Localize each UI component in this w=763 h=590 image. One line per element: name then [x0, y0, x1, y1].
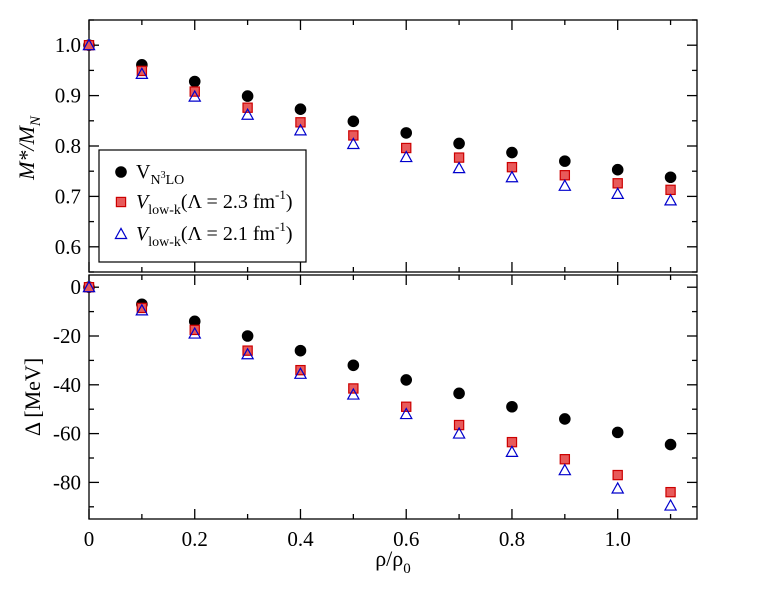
bottom-y-tick-label: -20 [53, 324, 81, 348]
top-y-tick-label: 0.9 [55, 84, 81, 108]
legend-square-marker [115, 196, 127, 208]
legend-circle-marker [115, 166, 127, 178]
top-y-tick-label: 0.7 [55, 184, 81, 208]
bottom-square-point [295, 364, 306, 376]
bottom-circle-point [506, 400, 518, 413]
bottom-circle-point [664, 438, 677, 451]
legend-label: Vlow-k(Λ = 2.1 fm-1) [136, 219, 293, 250]
top-triangle-point [82, 38, 96, 51]
top-circle-point [347, 115, 360, 128]
bottom-y-tick-label: -60 [53, 422, 81, 446]
top-circle-point [400, 127, 413, 139]
bottom-triangle-point [505, 445, 519, 457]
top-triangle-point [240, 107, 255, 120]
top-triangle-point [399, 150, 413, 163]
bottom-square-point [665, 486, 676, 498]
top-circle-point [241, 90, 254, 102]
top-square-point [665, 184, 676, 196]
top-triangle-point [188, 89, 202, 102]
top-triangle-point [558, 178, 572, 191]
bottom-square-point [612, 469, 623, 481]
legend-label: VN3LO [136, 161, 184, 188]
bottom-triangle-point [188, 326, 202, 339]
x-tick-label: 0.6 [393, 527, 419, 551]
bottom-square-point [136, 302, 148, 314]
top-triangle-point [505, 170, 519, 183]
bottom-circle-point [400, 374, 413, 386]
top-square-point [136, 65, 148, 77]
legend-triangle-marker [114, 227, 128, 240]
bottom-triangle-point [293, 366, 308, 379]
x-axis-title: ρ/ρ0 [375, 546, 411, 577]
top-y-tick-label: 0.6 [55, 235, 81, 259]
top-triangle-point [135, 67, 149, 80]
top-triangle-point [346, 137, 360, 150]
top-triangle-point [293, 123, 308, 136]
bottom-square-point [453, 419, 465, 431]
bottom-circle-point [611, 426, 624, 439]
top-y-axis-title: M*/MN [14, 115, 44, 181]
bottom-plot-frame [88, 274, 698, 520]
bottom-panel: 0 0.2 0.4 0.6 0.8 1.0 0 -20 -40 -60 -80 [53, 274, 698, 551]
top-circle-point [294, 103, 307, 116]
x-tick-label: 0.2 [182, 527, 208, 551]
bottom-y-tick-label: 0 [71, 275, 82, 299]
top-triangle-point [663, 193, 678, 206]
bottom-triangle-point [240, 347, 255, 360]
bottom-triangle-point [82, 280, 96, 293]
bottom-circle-point [241, 330, 254, 342]
top-triangle-point [452, 161, 466, 174]
top-y-tick-label: 1.0 [55, 33, 81, 57]
legend-box [98, 149, 307, 263]
top-y-tick-label: 0.8 [55, 134, 81, 158]
bottom-square-point [559, 454, 571, 465]
top-circle-point [611, 163, 624, 176]
bottom-triangle-point [663, 498, 678, 511]
top-triangle-point [611, 187, 625, 199]
bottom-y-tick-label: -40 [53, 373, 81, 397]
top-circle-point [559, 155, 571, 167]
bottom-circle-point [347, 359, 360, 372]
bottom-square-point [401, 401, 412, 412]
bottom-square-point [189, 324, 200, 336]
bottom-y-axis-title: Δ [MeV] [20, 358, 45, 436]
bottom-triangle-point [611, 481, 625, 494]
top-square-point [506, 161, 518, 173]
bottom-triangle-point [558, 463, 572, 476]
top-square-point [559, 170, 571, 181]
x-tick-label: 0 [84, 527, 95, 551]
bottom-triangle-point [135, 303, 149, 316]
bottom-circle-point [453, 387, 465, 400]
bottom-circle-point [559, 413, 571, 425]
bottom-circle-point [294, 344, 307, 357]
top-square-point [612, 178, 623, 189]
top-square-point [453, 152, 465, 163]
top-circle-point [506, 146, 518, 159]
x-tick-label: 0.8 [499, 527, 525, 551]
top-square-point [295, 117, 306, 128]
top-circle-point [664, 171, 677, 184]
top-circle-point [453, 137, 465, 150]
x-tick-label: 1.0 [605, 527, 631, 551]
bottom-y-tick-label: -80 [53, 470, 81, 494]
x-tick-label: 0.4 [287, 527, 314, 551]
top-circle-point [188, 75, 201, 88]
legend-label: Vlow-k(Λ = 2.3 fm-1) [136, 187, 293, 218]
bottom-triangle-point [452, 426, 466, 439]
bottom-triangle-point [399, 407, 413, 420]
top-square-point [242, 102, 253, 113]
bottom-square-point [242, 345, 253, 356]
top-panel: 0.6 0.7 0.8 0.9 1.0 [55, 19, 698, 273]
axis-titles: M*/MN Δ [MeV] ρ/ρ0 [14, 115, 411, 577]
bottom-triangle-point [346, 387, 360, 400]
top-square-point [348, 130, 359, 141]
